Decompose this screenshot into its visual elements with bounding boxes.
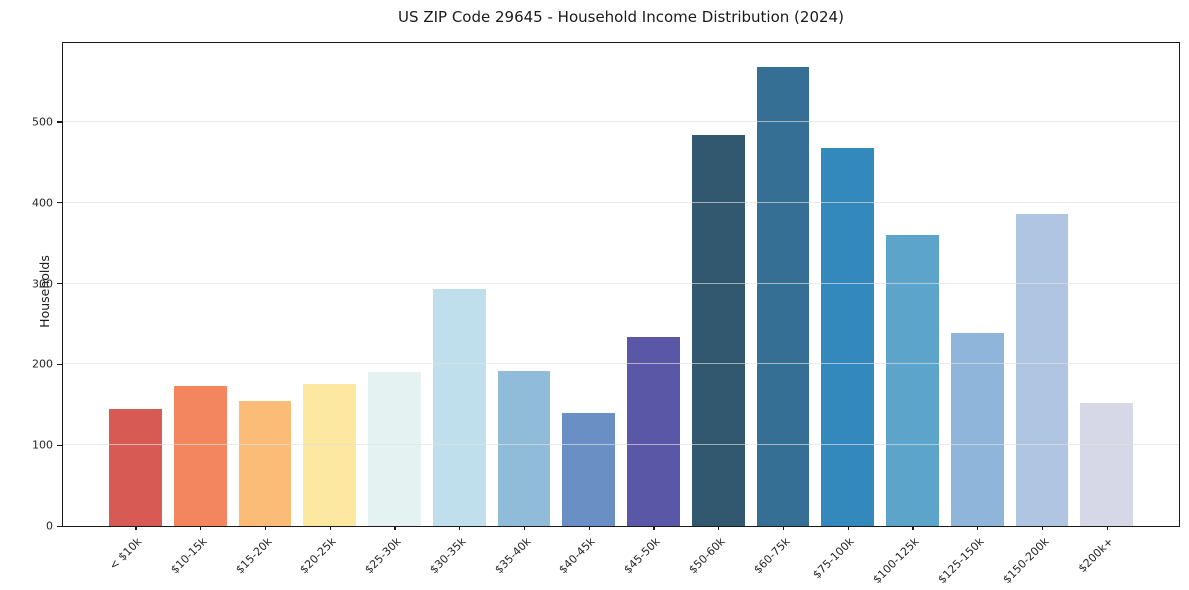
bar	[821, 148, 874, 526]
x-tick-label: $45-50k	[621, 535, 663, 577]
x-tick: $45-50k	[621, 526, 680, 584]
y-tick-mark	[57, 121, 63, 123]
bar	[756, 67, 810, 526]
x-tick-label: $35-40k	[491, 535, 534, 577]
x-tick: $30-35k	[427, 526, 486, 584]
x-tick-mark	[459, 526, 461, 530]
x-tick: $150-200k	[1000, 526, 1069, 586]
y-tick-label: 300	[32, 277, 53, 290]
x-tick-label: $25-30k	[362, 535, 404, 577]
bar	[1015, 213, 1069, 526]
y-tick-mark	[57, 363, 63, 365]
x-tick-label: $30-35k	[427, 535, 469, 577]
x-tick-label: $20-25k	[297, 535, 339, 577]
plot-area: 0 100 200 300 400 500 < $10k $10-15k $15-20k $20…	[32, 42, 1180, 586]
x-tick-label: $100-125k	[870, 535, 922, 587]
x-axis-ticks: < $10k $10-15k $15-20k $20-25k $25-30k $30-35…	[63, 526, 1179, 586]
x-tick: $25-30k	[362, 526, 421, 584]
x-tick-mark	[847, 526, 849, 530]
x-tick-label: $125-150k	[935, 535, 987, 587]
x-tick-label: $150-200k	[999, 535, 1052, 587]
bar	[950, 332, 1004, 526]
bar	[109, 409, 162, 526]
x-tick: $75-100k	[811, 526, 874, 584]
x-tick: $50-60k	[686, 526, 745, 584]
bar	[691, 134, 745, 526]
x-tick: < $10k	[107, 526, 162, 584]
x-tick-mark	[718, 526, 720, 530]
bar	[627, 336, 680, 526]
y-tick-label: 100	[32, 438, 53, 452]
x-tick-mark	[912, 526, 914, 530]
x-tick-mark	[1041, 526, 1044, 530]
y-axis-label: Households	[36, 255, 52, 328]
bar	[562, 413, 615, 526]
x-tick: $60-75k	[751, 526, 810, 584]
y-tick-mark	[57, 444, 63, 446]
bar	[432, 289, 486, 526]
bar	[368, 372, 421, 526]
x-tick-mark	[200, 526, 202, 530]
x-tick-label: $75-100k	[810, 535, 857, 582]
x-tick-label: $60-75k	[750, 535, 793, 577]
bar	[1080, 402, 1133, 526]
x-tick-mark	[588, 526, 590, 530]
y-tick-label: 400	[32, 196, 53, 210]
bar	[497, 371, 551, 526]
bar	[303, 383, 356, 526]
x-tick: $200k+	[1076, 526, 1133, 584]
bar	[238, 401, 292, 526]
y-tick-mark	[57, 202, 63, 204]
y-tick-label: 200	[32, 357, 53, 371]
x-tick-mark	[394, 526, 396, 530]
y-tick-label: 500	[32, 115, 53, 129]
x-tick-label: $50-60k	[686, 535, 728, 577]
x-tick-mark	[264, 526, 267, 530]
x-tick: $20-25k	[298, 526, 356, 584]
y-tick-mark	[57, 283, 63, 285]
y-tick-mark	[57, 525, 63, 527]
x-tick: $15-20k	[233, 526, 292, 584]
x-tick: $100-125k	[870, 526, 939, 586]
x-tick-label: $15-20k	[232, 535, 275, 577]
x-tick-label: $200k+	[1075, 535, 1116, 576]
x-tick: $10-15k	[168, 526, 227, 584]
x-tick-mark	[329, 526, 331, 530]
x-tick-mark	[653, 526, 655, 530]
x-tick-label: < $10k	[107, 535, 145, 573]
x-tick-mark	[1106, 526, 1108, 530]
bar	[173, 385, 227, 526]
chart-title: US ZIP Code 29645 - Household Income Dis…	[398, 8, 844, 26]
x-tick-label: $40-45k	[556, 535, 598, 577]
x-tick: $125-150k	[935, 526, 1004, 586]
x-tick-label: $10-15k	[168, 535, 210, 577]
bar-series	[63, 43, 1179, 526]
x-tick-mark	[782, 526, 785, 530]
x-tick: $40-45k	[557, 526, 615, 584]
y-tick-label: 0	[46, 519, 53, 533]
x-tick: $35-40k	[492, 526, 551, 584]
x-tick-mark	[977, 526, 979, 530]
bar	[886, 235, 939, 526]
x-tick-mark	[523, 526, 526, 530]
x-tick-mark	[135, 526, 137, 530]
